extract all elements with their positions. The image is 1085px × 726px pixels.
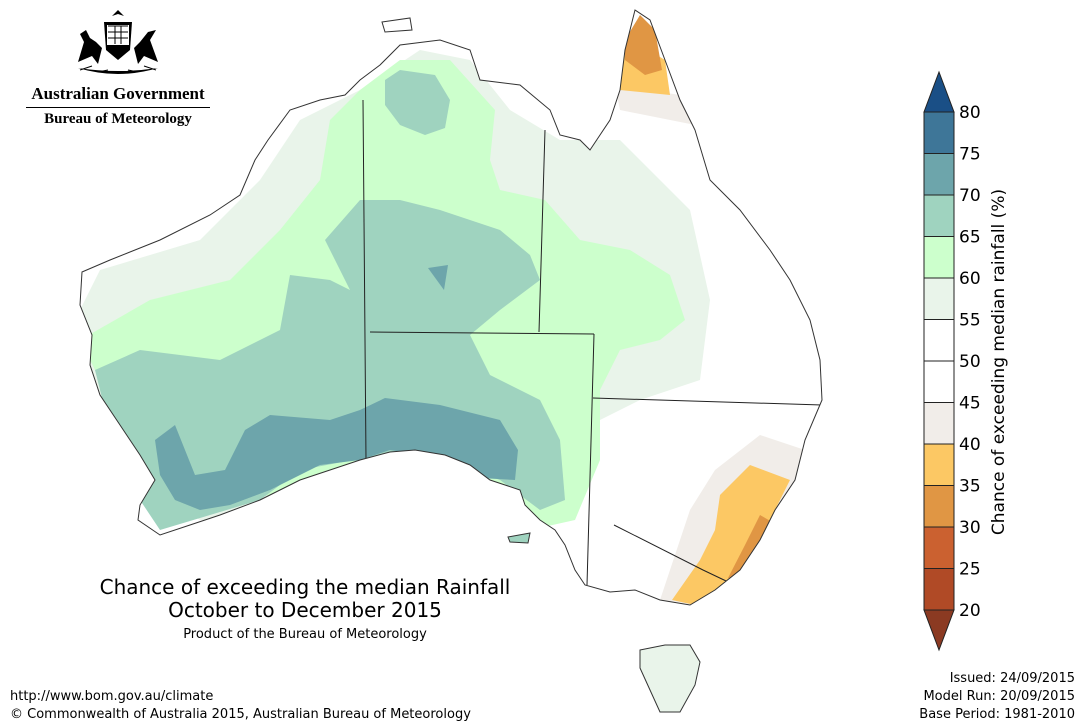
legend-tick-label: 20 bbox=[959, 601, 981, 621]
legend-tick-label: 65 bbox=[959, 228, 981, 248]
legend-axis-label: Chance of exceeding median rainfall (%) bbox=[989, 189, 1009, 535]
legend-colorbar bbox=[923, 70, 955, 652]
legend-tick-label: 35 bbox=[959, 477, 981, 497]
legend-ticks: 20 25 30 35 40 45 50 55 60 65 70 75 80 bbox=[959, 103, 981, 621]
bom-logo: Australian Government Bureau of Meteorol… bbox=[18, 8, 218, 128]
copyright-text: © Commonwealth of Australia 2015, Austra… bbox=[10, 707, 471, 722]
zone-30-35-se bbox=[728, 515, 772, 580]
legend-tick-label: 30 bbox=[959, 518, 981, 538]
legend-tick-label: 25 bbox=[959, 560, 981, 580]
legend-bin->80 bbox=[923, 70, 955, 113]
legend-tick-label: 55 bbox=[959, 311, 981, 331]
state-borders bbox=[362, 99, 822, 591]
coastline bbox=[79, 9, 823, 713]
zone-70-75 bbox=[155, 398, 518, 510]
commonwealth-coat-of-arms-icon bbox=[78, 10, 158, 74]
kangaroo-island bbox=[507, 532, 531, 544]
zone-65-70-north bbox=[385, 70, 450, 135]
legend-bin-50-55 bbox=[923, 319, 955, 362]
legend-bin-65-70 bbox=[923, 194, 955, 237]
legend-bin-45-50 bbox=[923, 360, 955, 403]
title-line-1: Chance of exceeding the median Rainfall bbox=[99, 575, 511, 599]
legend-bin-35-40 bbox=[923, 443, 955, 486]
zone-35-40-se bbox=[672, 465, 790, 605]
model-run-date: Model Run: 20/09/2015 bbox=[923, 689, 1075, 704]
zone-40-45-ne bbox=[615, 85, 695, 125]
government-name: Australian Government bbox=[31, 84, 205, 103]
legend-tick-label: 60 bbox=[959, 269, 981, 289]
climate-url: http://www.bom.gov.au/climate bbox=[10, 689, 214, 704]
issued-date: Issued: 24/09/2015 bbox=[949, 671, 1075, 686]
logo-divider bbox=[26, 107, 210, 108]
legend-bin-30-35 bbox=[923, 485, 955, 528]
legend-bin-<20 bbox=[923, 609, 955, 652]
melville-island bbox=[381, 17, 413, 33]
zone-30-35-ne bbox=[625, 15, 662, 75]
legend-tick-label: 75 bbox=[959, 145, 981, 165]
legend-tick-label: 50 bbox=[959, 352, 981, 372]
footer-left: http://www.bom.gov.au/climate © Commonwe… bbox=[10, 688, 471, 724]
legend-tick-label: 40 bbox=[959, 435, 981, 455]
legend-bin-40-45 bbox=[923, 402, 955, 445]
product-note: Product of the Bureau of Meteorology bbox=[183, 627, 427, 642]
legend-bin-25-30 bbox=[923, 526, 955, 569]
legend-bin-20-25 bbox=[923, 568, 955, 611]
map-title: Chance of exceeding the median Rainfall … bbox=[60, 575, 550, 643]
legend-tick-label: 45 bbox=[959, 394, 981, 414]
legend-bin-70-75 bbox=[923, 153, 955, 196]
zone-70-75-centre bbox=[428, 265, 448, 290]
issue-metadata: Issued: 24/09/2015 Model Run: 20/09/2015… bbox=[919, 670, 1075, 724]
bureau-name: Bureau of Meteorology bbox=[44, 111, 192, 127]
base-period: Base Period: 1981-2010 bbox=[919, 707, 1075, 722]
legend-tick-label: 80 bbox=[959, 103, 981, 123]
title-line-2: October to December 2015 bbox=[168, 598, 442, 622]
legend-bin-55-60 bbox=[923, 277, 955, 320]
legend-bin-60-65 bbox=[923, 236, 955, 279]
tasmania bbox=[639, 644, 701, 713]
legend-tick-label: 70 bbox=[959, 186, 981, 206]
legend-bin-75-80 bbox=[923, 111, 955, 154]
